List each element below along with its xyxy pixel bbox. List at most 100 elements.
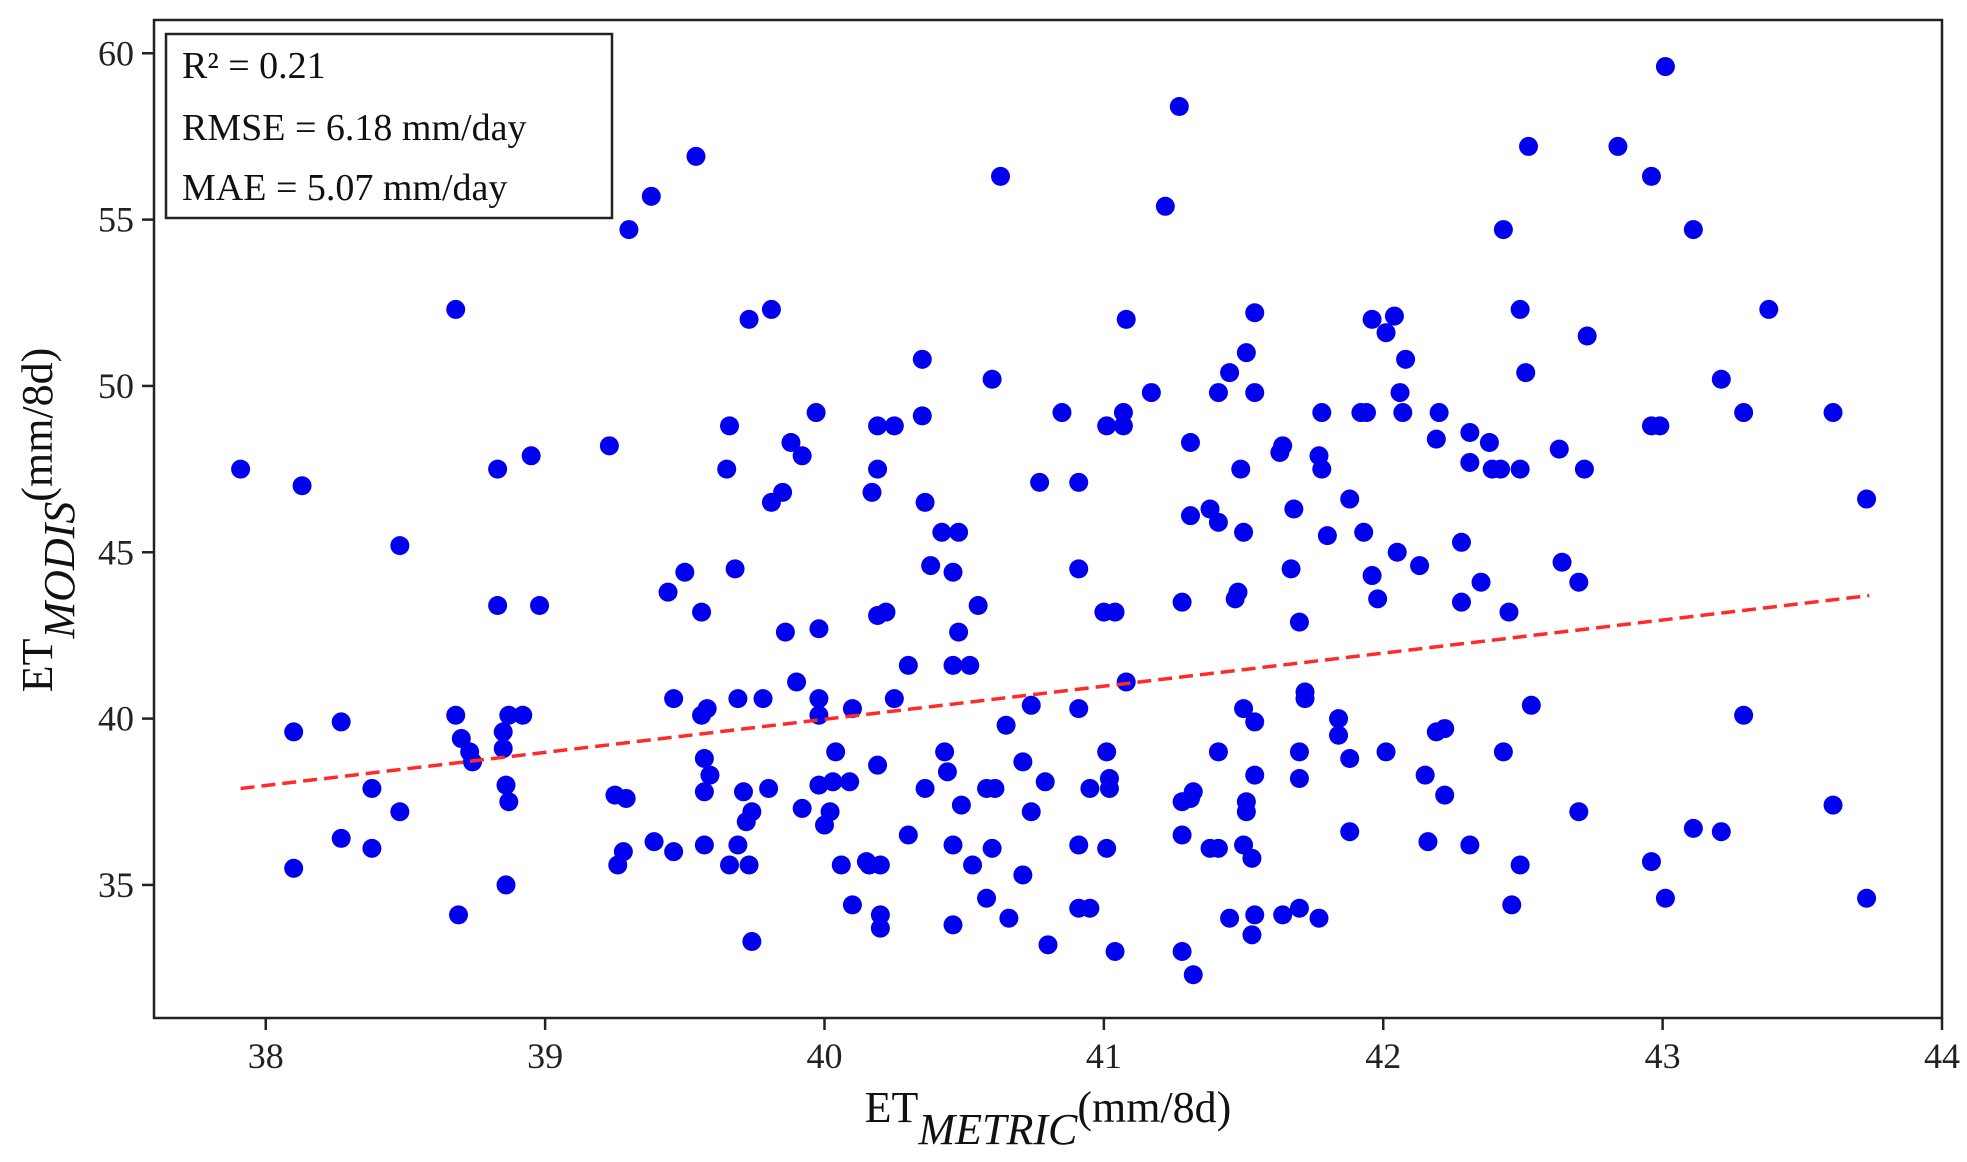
data-point xyxy=(1208,742,1228,762)
data-point xyxy=(1289,742,1309,762)
data-point xyxy=(292,476,312,496)
data-point xyxy=(1021,802,1041,822)
data-point xyxy=(949,622,969,642)
data-point xyxy=(792,446,812,466)
data-point xyxy=(1220,908,1240,928)
x-tick-label: 38 xyxy=(248,1036,284,1076)
data-point xyxy=(1245,383,1265,403)
data-point xyxy=(499,705,519,725)
data-point xyxy=(823,772,843,792)
data-point xyxy=(1340,822,1360,842)
data-point xyxy=(488,595,508,615)
stat-mae: MAE = 5.07 mm/day xyxy=(182,167,507,209)
data-point xyxy=(1234,522,1254,542)
data-point xyxy=(1105,602,1125,622)
data-point xyxy=(1734,705,1754,725)
data-point xyxy=(1169,96,1189,116)
data-point xyxy=(1329,709,1349,729)
data-point xyxy=(1340,749,1360,769)
data-point xyxy=(1479,432,1499,452)
data-point xyxy=(739,309,759,329)
data-point xyxy=(644,832,664,852)
data-point xyxy=(1376,742,1396,762)
data-point xyxy=(1577,326,1597,346)
data-point xyxy=(1471,572,1491,592)
data-point xyxy=(1491,459,1511,479)
data-point xyxy=(331,828,351,848)
data-point xyxy=(943,562,963,582)
data-point xyxy=(694,835,714,855)
data-point xyxy=(1396,349,1416,369)
data-point xyxy=(1493,742,1513,762)
data-point xyxy=(1376,323,1396,343)
data-point xyxy=(521,446,541,466)
data-point xyxy=(1273,436,1293,456)
data-point xyxy=(1097,838,1117,858)
data-point xyxy=(868,459,888,479)
data-point xyxy=(1823,403,1843,423)
data-point xyxy=(675,562,695,582)
data-point xyxy=(446,705,466,725)
data-point xyxy=(884,416,904,436)
data-point xyxy=(1289,768,1309,788)
data-point xyxy=(1683,220,1703,240)
data-point xyxy=(1069,835,1089,855)
x-tick-label: 40 xyxy=(807,1036,843,1076)
data-point xyxy=(496,775,516,795)
data-point xyxy=(619,220,639,240)
data-point xyxy=(1172,825,1192,845)
data-point xyxy=(1569,802,1589,822)
stats-box: R² = 0.21 RMSE = 6.18 mm/day MAE = 5.07 … xyxy=(164,32,614,220)
data-point xyxy=(1013,865,1033,885)
data-point xyxy=(1435,785,1455,805)
data-point xyxy=(1035,772,1055,792)
y-axis-title-main: ET xyxy=(13,638,62,692)
data-point xyxy=(1289,898,1309,918)
data-point xyxy=(1309,908,1329,928)
data-point xyxy=(496,875,516,895)
data-point xyxy=(963,855,983,875)
data-point xyxy=(996,715,1016,735)
data-point xyxy=(1295,689,1315,709)
stat-rmse: RMSE = 6.18 mm/day xyxy=(182,107,526,149)
data-point xyxy=(960,655,980,675)
data-point xyxy=(717,459,737,479)
data-point xyxy=(806,403,826,423)
data-point xyxy=(1655,57,1675,77)
data-point xyxy=(1521,695,1541,715)
data-point xyxy=(1021,695,1041,715)
data-point xyxy=(809,689,829,709)
data-point xyxy=(1857,888,1877,908)
data-point xyxy=(1220,363,1240,383)
data-point xyxy=(1208,838,1228,858)
data-point xyxy=(1113,416,1133,436)
data-point xyxy=(1390,383,1410,403)
data-point xyxy=(1641,166,1661,186)
data-point xyxy=(1683,818,1703,838)
data-point xyxy=(898,655,918,675)
data-point xyxy=(1356,403,1376,423)
data-point xyxy=(1231,459,1251,479)
y-tick-label: 40 xyxy=(98,699,134,739)
data-point xyxy=(1460,835,1480,855)
data-point xyxy=(1460,423,1480,443)
data-point xyxy=(728,689,748,709)
x-tick-label: 42 xyxy=(1365,1036,1401,1076)
data-point xyxy=(658,582,678,602)
data-point xyxy=(943,655,963,675)
data-point xyxy=(1289,612,1309,632)
data-point xyxy=(231,459,251,479)
data-point xyxy=(1415,765,1435,785)
y-axis-title: ETMODIS(mm/8d) xyxy=(13,348,84,693)
data-point xyxy=(775,622,795,642)
data-point xyxy=(1460,452,1480,472)
y-tick-label: 50 xyxy=(98,366,134,406)
data-point xyxy=(700,765,720,785)
data-point xyxy=(1493,220,1513,240)
data-point xyxy=(977,888,997,908)
data-point xyxy=(982,369,1002,389)
data-point xyxy=(1393,403,1413,423)
data-point xyxy=(1172,592,1192,612)
data-point xyxy=(868,416,888,436)
